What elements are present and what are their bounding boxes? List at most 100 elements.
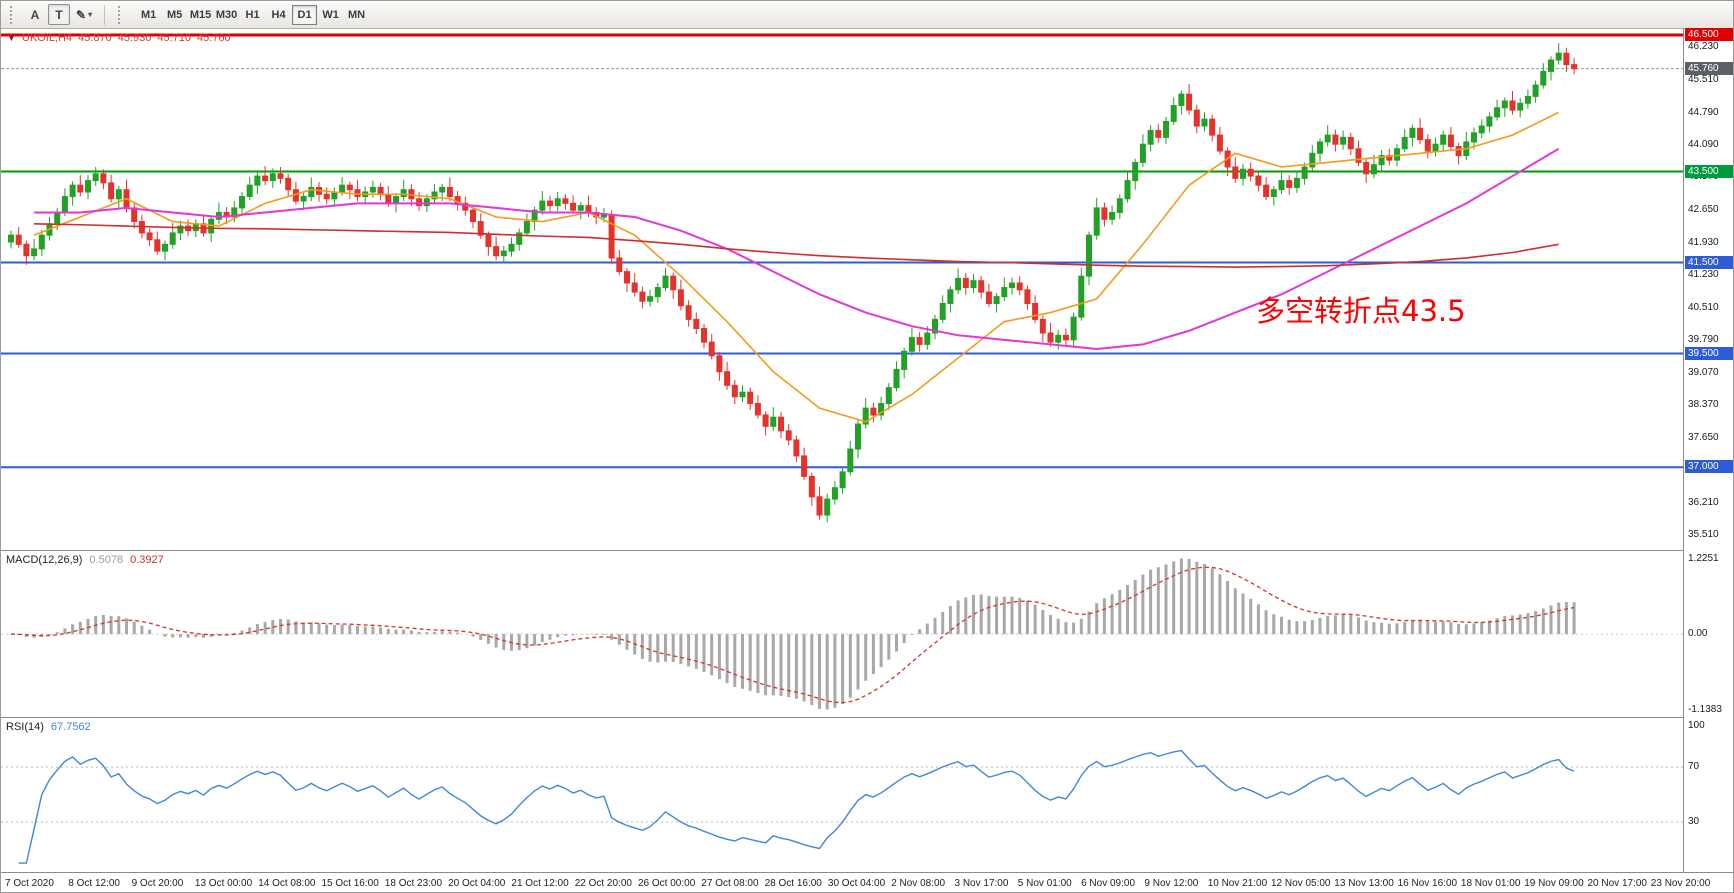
timeframe-toolbar-grip[interactable] <box>118 5 125 24</box>
chevron-down-icon: ▾ <box>88 10 93 19</box>
time-label: 30 Oct 04:00 <box>827 878 886 889</box>
rsi-value: 67.7562 <box>50 721 91 733</box>
time-label: 20 Nov 17:00 <box>1587 878 1648 889</box>
symbol-dropdown-icon[interactable]: ▼ <box>7 33 16 43</box>
price-line-badge: 45.760 <box>1685 61 1733 75</box>
price-line-badge: 39.500 <box>1685 346 1733 360</box>
time-label: 7 Oct 2020 <box>5 878 54 889</box>
candlestick-layer <box>8 43 1578 523</box>
ma-medium-line <box>34 147 1560 350</box>
moving-averages-layer <box>33 111 1560 423</box>
rsi-70-label: 70 <box>1688 761 1700 773</box>
price-tick-label: 39.070 <box>1688 367 1719 379</box>
time-label: 8 Oct 12:00 <box>68 878 120 889</box>
ohlc-open: 45.870 <box>78 32 112 44</box>
rsi-label: RSI(14) 67.7562 <box>6 721 91 733</box>
price-axis[interactable]: 46.23045.51044.79044.09043.37042.65041.9… <box>1683 28 1733 872</box>
horizontal-lines-layer <box>1 33 1683 469</box>
macd-name: MACD(12,26,9) <box>6 554 83 566</box>
price-tick-label: 37.650 <box>1688 431 1719 443</box>
price-line-badge: 41.500 <box>1685 255 1733 269</box>
draw-tool-button[interactable]: ✎ ▾ <box>72 4 96 25</box>
ma-fast-line <box>33 111 1560 423</box>
price-line-badge: 43.500 <box>1685 164 1733 178</box>
time-label: 13 Oct 00:00 <box>194 878 253 889</box>
time-axis[interactable]: 7 Oct 2020 8 Oct 12:00 9 Oct 20:00 13 Oct 0… <box>1 872 1733 892</box>
symbol-period-label: UKOIL,H4 <box>21 32 73 44</box>
timeframe-button-m30[interactable]: M30 <box>214 5 239 25</box>
price-tick-label: 44.090 <box>1688 138 1719 150</box>
time-label: 22 Oct 20:00 <box>574 878 632 889</box>
macd-min-label: -1.1383 <box>1688 704 1722 715</box>
price-tick-label: 36.210 <box>1688 497 1719 509</box>
text-tool-button[interactable]: T <box>48 4 70 25</box>
macd-value: 0.5078 <box>89 554 124 566</box>
price-chart-canvas[interactable] <box>1 29 1683 551</box>
time-label: 19 Nov 09:00 <box>1524 878 1584 889</box>
timeframe-button-m15[interactable]: M15 <box>188 5 213 25</box>
time-label: 15 Oct 16:00 <box>321 878 379 889</box>
time-label: 20 Oct 04:00 <box>448 878 506 889</box>
time-label: 18 Nov 01:00 <box>1460 878 1521 889</box>
timeframe-button-m1[interactable]: M1 <box>136 5 161 25</box>
price-tick-label: 40.510 <box>1688 301 1719 313</box>
rsi-indicator-canvas[interactable] <box>1 718 1683 872</box>
rsi-100-label: 100 <box>1688 720 1705 731</box>
time-label: 13 Nov 13:00 <box>1334 878 1394 889</box>
time-label: 12 Nov 05:00 <box>1271 878 1331 889</box>
time-label: 28 Oct 16:00 <box>764 878 822 889</box>
timeframe-button-d1[interactable]: D1 <box>292 4 318 25</box>
timeframe-button-m5[interactable]: M5 <box>162 5 187 25</box>
price-line-badge: 46.500 <box>1685 28 1733 42</box>
toolbar-separator <box>104 4 106 25</box>
time-label: 14 Oct 08:00 <box>258 878 316 889</box>
price-tick-label: 41.930 <box>1688 236 1719 248</box>
price-tick-label: 46.230 <box>1688 41 1719 53</box>
price-tick-label: 39.790 <box>1688 334 1719 346</box>
price-tick-label: 38.370 <box>1688 398 1719 410</box>
main-toolbar: A T ✎ ▾ M1 M5 M15 M30 H1 H4 D1 W1 MN <box>1 1 1733 29</box>
time-label: 21 Oct 12:00 <box>511 878 569 889</box>
ma-slow-line <box>34 223 1559 268</box>
macd-signal-line <box>10 566 1575 704</box>
pencil-icon: ✎ <box>76 7 87 22</box>
ohlc-high: 45.930 <box>117 32 152 44</box>
time-label: 27 Oct 08:00 <box>701 878 759 889</box>
time-label: 5 Nov 01:00 <box>1017 878 1072 889</box>
timeframe-button-mn[interactable]: MN <box>344 5 369 25</box>
toolbar-grip[interactable] <box>10 5 17 24</box>
rsi-30-label: 30 <box>1688 815 1700 827</box>
timeframe-button-h1[interactable]: H1 <box>240 5 265 25</box>
time-label: 9 Oct 20:00 <box>131 878 184 889</box>
time-label: 2 Nov 08:00 <box>891 878 946 889</box>
font-tool-button[interactable]: A <box>24 4 46 25</box>
time-label: 26 Oct 00:00 <box>638 878 696 889</box>
price-tick-label: 41.230 <box>1688 268 1719 280</box>
time-label: 9 Nov 12:00 <box>1144 878 1199 889</box>
time-label: 6 Nov 09:00 <box>1081 878 1136 889</box>
ohlc-low: 45.710 <box>157 32 192 44</box>
macd-signal-value: 0.3927 <box>130 554 164 566</box>
timeframe-button-w1[interactable]: W1 <box>318 5 343 25</box>
macd-label: MACD(12,26,9) 0.5078 0.3927 <box>6 554 164 566</box>
macd-max-label: 1.2251 <box>1688 553 1719 564</box>
chart-annotation[interactable]: 多空转折点43.5 <box>1256 294 1466 328</box>
price-tick-label: 44.790 <box>1688 106 1719 118</box>
time-label: 10 Nov 21:00 <box>1207 878 1268 889</box>
time-label: 18 Oct 23:00 <box>384 878 443 889</box>
time-label: 3 Nov 17:00 <box>954 878 1009 889</box>
price-tick-label: 35.510 <box>1688 529 1719 541</box>
macd-indicator-canvas[interactable] <box>1 551 1683 717</box>
price-line-badge: 37.000 <box>1685 460 1733 474</box>
timeframe-button-h4[interactable]: H4 <box>266 5 291 25</box>
chart-symbol-header: ▼ UKOIL,H4 45.870 45.930 45.710 45.760 <box>7 32 231 44</box>
rsi-line <box>18 749 1575 864</box>
timeframe-toolbar: M1 M5 M15 M30 H1 H4 D1 W1 MN <box>136 4 369 25</box>
macd-zero-label: 0.00 <box>1688 628 1708 640</box>
pane-separator-macd[interactable] <box>1 550 1733 551</box>
pane-separator-rsi[interactable] <box>1 717 1733 718</box>
price-tick-label: 42.650 <box>1688 204 1719 216</box>
price-tick-label: 45.510 <box>1688 74 1719 86</box>
time-label: 16 Nov 16:00 <box>1397 878 1458 889</box>
